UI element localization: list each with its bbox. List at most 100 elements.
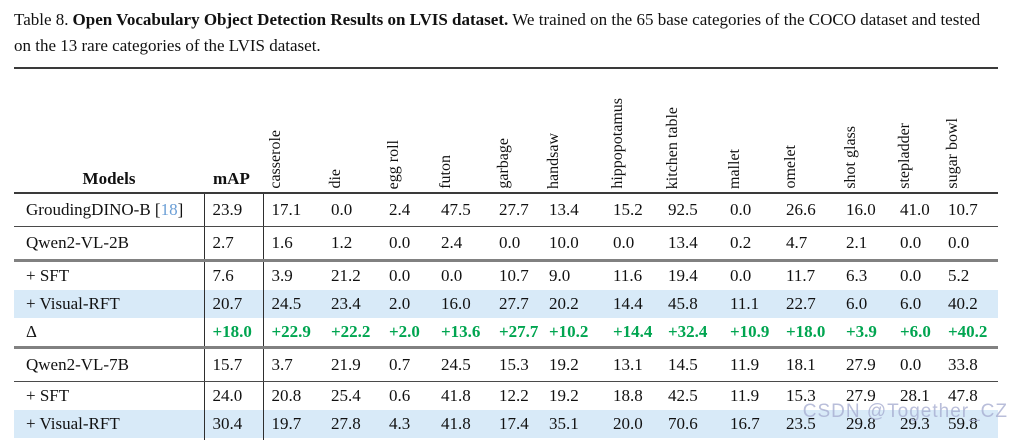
cell-shot-glass: 27.9 xyxy=(838,347,892,382)
cell-die: 21.2 xyxy=(331,266,361,285)
cell-omelet: 18.1 xyxy=(778,347,838,382)
table-row: GroudingDINO-B [18] 23.9 17.1 0.0 2.4 47.5 27.… xyxy=(14,193,998,227)
cell-garbage: +27.7 xyxy=(491,318,541,349)
cell-stepladder: 41.0 xyxy=(892,193,940,227)
cell-shot-glass: 6.0 xyxy=(838,290,892,318)
col-header-kitchen-table: kitchen table xyxy=(660,68,722,194)
table-row: Qwen2-VL-7B 15.7 3.7 21.9 0.7 24.5 15.3 19.2 13.… xyxy=(14,347,998,382)
col-header-models: Models xyxy=(14,68,204,194)
cell-futon: 2.4 xyxy=(433,226,491,262)
model-name: Qwen2-VL-7B xyxy=(26,355,129,374)
cell-mallet: 0.0 xyxy=(730,266,752,285)
rotated-column-label: sugar bowl xyxy=(944,118,961,189)
cell-sugar-bowl: 59.8 xyxy=(940,410,998,438)
cell-hippopotamus: +6.9 xyxy=(605,438,660,440)
rotated-column-label: mallet xyxy=(726,149,743,189)
rotated-column-label: handsaw xyxy=(545,133,562,189)
col-header-egg-roll: egg roll xyxy=(381,68,433,194)
col-header-shot-glass: shot glass xyxy=(838,68,892,194)
row-label: GroudingDINO-B [18] xyxy=(14,193,204,227)
col-header-handsaw: handsaw xyxy=(541,68,605,194)
cell-garbage: 17.4 xyxy=(491,410,541,438)
cell-omelet: 15.3 xyxy=(786,386,816,405)
map-cell: 30.4 xyxy=(203,410,263,438)
cell-die: +5.9 xyxy=(323,438,381,440)
cell-casserole: +22.9 xyxy=(262,318,323,349)
rotated-column-label: die xyxy=(327,169,344,189)
cell-egg-roll: 0.0 xyxy=(389,266,411,285)
cell-kitchen-table: 45.8 xyxy=(660,290,722,318)
citation-link[interactable]: 18 xyxy=(160,200,178,219)
cell-kitchen-table: 19.4 xyxy=(668,266,698,285)
model-name: Δ xyxy=(26,322,37,341)
cell-hippopotamus: 15.2 xyxy=(605,193,660,227)
cell-hippopotamus: 18.8 xyxy=(613,386,643,405)
cell-shot-glass: +1.9 xyxy=(838,438,892,440)
cell-shot-glass: 16.0 xyxy=(838,193,892,227)
cell-mallet: 11.9 xyxy=(722,347,778,382)
cell-handsaw: 35.1 xyxy=(541,410,605,438)
cell-garbage: 0.0 xyxy=(491,226,541,262)
cell-kitchen-table: 13.4 xyxy=(660,226,722,262)
cell-shot-glass: 29.8 xyxy=(838,410,892,438)
cell-kitchen-table: 42.5 xyxy=(668,386,698,405)
cell-sugar-bowl: 10.7 xyxy=(940,193,998,227)
cell-mallet: +10.9 xyxy=(722,318,778,349)
cell-casserole: 20.8 xyxy=(262,381,323,410)
model-name: + SFT xyxy=(26,386,70,405)
cell-shot-glass: +3.9 xyxy=(838,318,892,349)
cell-die: 1.2 xyxy=(323,226,381,262)
cell-garbage: 27.7 xyxy=(491,290,541,318)
cell-futon: 24.5 xyxy=(433,347,491,382)
col-header-die: die xyxy=(323,68,381,194)
cell-hippopotamus: 13.1 xyxy=(605,347,660,382)
cell-futon: 41.8 xyxy=(433,410,491,438)
map-cell: 7.6 xyxy=(203,260,263,290)
cell-garbage: 12.2 xyxy=(499,386,529,405)
cell-omelet: 22.7 xyxy=(778,290,838,318)
cell-casserole: 3.7 xyxy=(262,347,323,382)
cell-hippopotamus: 20.0 xyxy=(605,410,660,438)
table-row: Δ+14.7+16.0+5.9+3.6+17.3+2.1+15.9+6.9+56… xyxy=(14,438,998,440)
cell-mallet: 0.0 xyxy=(722,193,778,227)
cell-kitchen-table: 70.6 xyxy=(660,410,722,438)
cell-omelet: 11.7 xyxy=(786,266,816,285)
cell-casserole: 17.1 xyxy=(262,193,323,227)
rotated-column-label: stepladder xyxy=(896,123,913,189)
row-label: + SFT xyxy=(14,382,204,411)
col-header-mallet: mallet xyxy=(722,68,778,194)
row-label: Qwen2-VL-7B xyxy=(14,347,204,382)
cell-handsaw: 19.2 xyxy=(541,347,605,382)
rotated-column-label: shot glass xyxy=(842,126,859,189)
col-header-omelet: omelet xyxy=(778,68,838,194)
cell-shot-glass: 6.3 xyxy=(846,266,868,285)
cell-sugar-bowl: +26.0 xyxy=(940,438,998,440)
row-label: + SFT xyxy=(14,261,204,291)
cell-stepladder: +29.3 xyxy=(892,438,940,440)
cell-egg-roll: 4.3 xyxy=(381,410,433,438)
table-row: + SFT 24.0 20.8 25.4 0.6 41.8 12.2 19.2 18.8 42.5… xyxy=(14,381,998,411)
map-cell: 2.7 xyxy=(203,226,263,262)
cell-omelet: +5.4 xyxy=(778,438,838,440)
rotated-column-label: garbage xyxy=(495,138,512,189)
cell-shot-glass: 27.9 xyxy=(846,386,876,405)
cell-hippopotamus: +14.4 xyxy=(605,318,660,349)
cell-egg-roll: 0.6 xyxy=(389,386,411,405)
row-label: + Visual-RFT xyxy=(14,290,204,318)
cell-egg-roll: +3.6 xyxy=(381,438,433,440)
cell-garbage: 15.3 xyxy=(491,347,541,382)
rotated-column-label: futon xyxy=(437,155,454,189)
cell-mallet: 0.2 xyxy=(722,226,778,262)
table-header-row: Models mAP casserole die egg roll futon garb… xyxy=(14,68,998,194)
caption-label: Table 8. xyxy=(14,10,69,29)
cell-egg-roll: 0.0 xyxy=(381,226,433,262)
row-label: + Visual-RFT xyxy=(14,410,204,438)
cell-egg-roll: 2.0 xyxy=(381,290,433,318)
cell-egg-roll: 2.4 xyxy=(381,193,433,227)
row-label: Qwen2-VL-2B xyxy=(14,226,204,262)
table-row: Δ +18.0 +22.9 +22.2 +2.0 +13.6 +27.7 +10.2 +14.4… xyxy=(14,318,998,349)
cell-handsaw: +10.2 xyxy=(541,318,605,349)
col-header-futon: futon xyxy=(433,68,491,194)
model-name: + SFT xyxy=(26,266,70,285)
caption-text: We trained on the 65 base categories of … xyxy=(14,10,981,55)
